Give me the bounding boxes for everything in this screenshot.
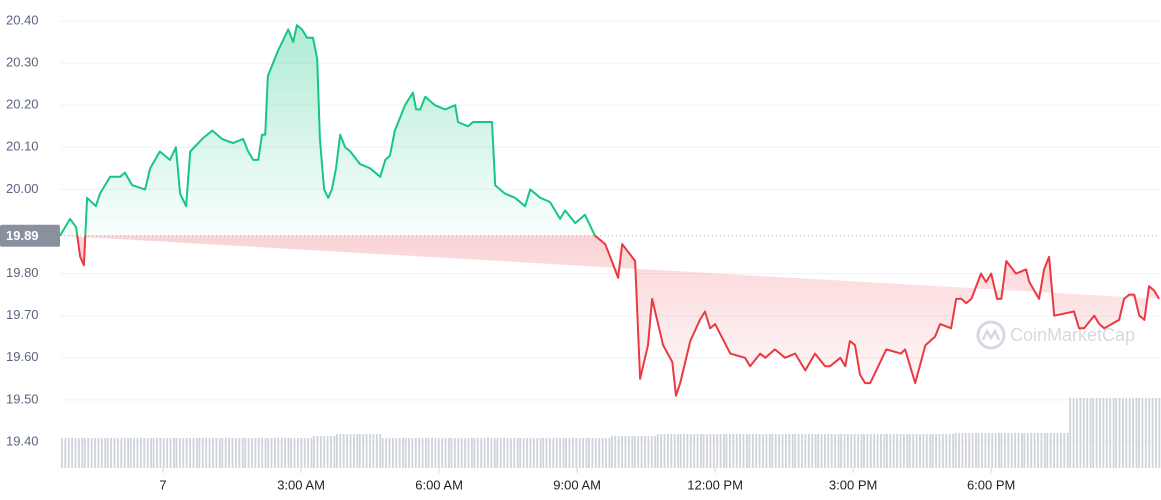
baseline-label-bg	[0, 224, 60, 247]
x-tick-label: 12:00 PM	[687, 477, 743, 492]
volume-bar	[61, 438, 84, 468]
volume-bar	[83, 438, 107, 468]
volume-bar	[656, 434, 679, 468]
volume-bar	[473, 438, 496, 468]
volume-bar	[771, 434, 794, 468]
y-tick-label: 20.40	[6, 12, 39, 27]
volume-bar	[175, 438, 198, 468]
volume-bar	[702, 434, 725, 468]
volume-bar	[496, 438, 519, 468]
volume-bar	[840, 434, 863, 468]
volume-bar	[267, 438, 290, 468]
volume-bar	[794, 434, 817, 468]
baseline-label: 19.89	[6, 228, 39, 243]
volume-bar	[1115, 398, 1138, 468]
y-tick-label: 19.40	[6, 433, 39, 448]
volume-bar	[427, 438, 450, 468]
volume-bar	[519, 438, 542, 468]
volume-bar	[588, 438, 611, 468]
volume-bar	[106, 438, 129, 468]
volume-bar	[1023, 433, 1046, 468]
y-tick-label: 19.70	[6, 307, 39, 322]
volume-bar	[129, 438, 152, 468]
volume-bar	[290, 438, 313, 468]
watermark-text: CoinMarketCap	[1010, 325, 1135, 345]
volume-bar	[404, 438, 427, 468]
volume-bar	[725, 434, 748, 468]
volume-bar	[244, 438, 267, 468]
volume-bar	[679, 434, 702, 468]
y-tick-label: 20.00	[6, 181, 39, 196]
volume-bar	[152, 438, 175, 468]
x-tick-label: 3:00 PM	[829, 477, 877, 492]
y-tick-label: 19.80	[6, 265, 39, 280]
volume-bar	[381, 438, 404, 468]
volume-bar	[1046, 433, 1069, 468]
volume-bar	[886, 434, 909, 468]
x-tick-label: 6:00 AM	[415, 477, 463, 492]
volume-bar	[336, 434, 359, 468]
watermark: CoinMarketCap	[976, 320, 1135, 350]
volume-bar	[198, 438, 221, 468]
x-tick-label: 6:00 PM	[967, 477, 1015, 492]
volume-bar	[1069, 398, 1092, 468]
y-tick-label: 19.50	[6, 391, 39, 406]
volume-bar	[633, 436, 657, 468]
price-area	[60, 25, 1160, 396]
x-tick-label: 7	[159, 477, 166, 492]
volume-bar	[817, 434, 840, 468]
volume-bar	[542, 438, 565, 468]
volume-bar	[611, 436, 634, 468]
watermark-logo	[976, 320, 1006, 350]
volume-bar	[1138, 398, 1161, 468]
volume-bar	[1000, 433, 1023, 468]
y-tick-label: 20.10	[6, 139, 39, 154]
volume-bar	[221, 438, 244, 468]
volume-bar	[450, 438, 473, 468]
x-tick-label: 9:00 AM	[553, 477, 601, 492]
volume-bar	[748, 434, 771, 468]
volume-bar	[931, 434, 954, 468]
y-tick-label: 20.20	[6, 97, 39, 112]
volume-bar	[954, 433, 977, 468]
x-tick-label: 3:00 AM	[277, 477, 325, 492]
volume-bar	[358, 434, 382, 468]
volume-bar	[908, 434, 932, 468]
volume-bar	[977, 433, 1000, 468]
volume-bar	[565, 438, 588, 468]
y-tick-label: 20.30	[6, 55, 39, 70]
watermark-logo-m	[981, 328, 1001, 341]
volume-bar	[313, 436, 336, 468]
volume-bar	[863, 434, 886, 468]
volume-bar	[1092, 398, 1115, 468]
y-tick-label: 19.60	[6, 349, 39, 364]
price-line	[59, 24, 1160, 397]
